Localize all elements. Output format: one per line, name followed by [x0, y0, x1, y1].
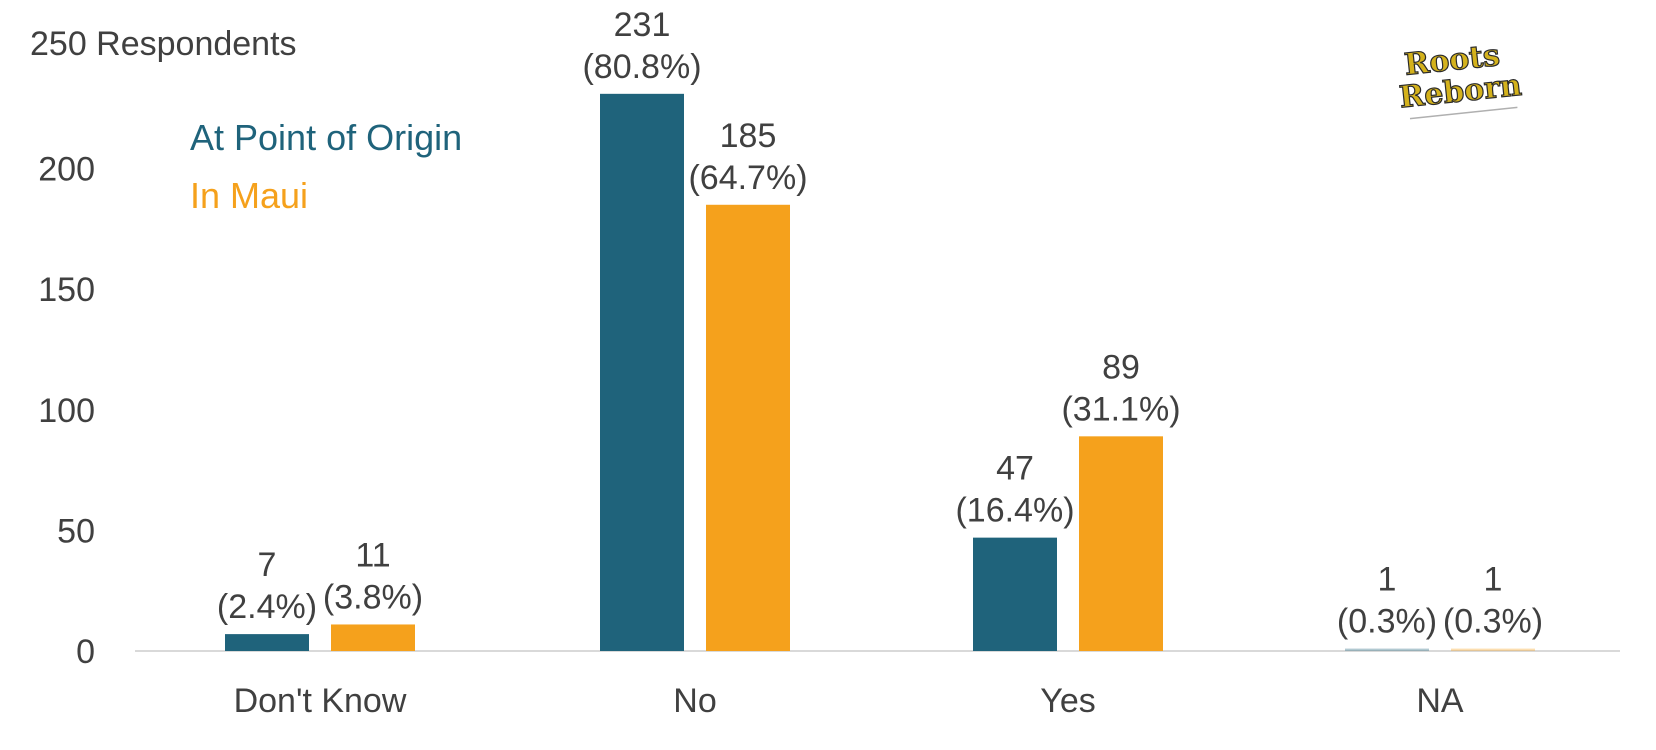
- bar-no-series-0: [600, 93, 684, 651]
- y-tick-label: 200: [38, 151, 95, 189]
- roots-reborn-logo: Roots Reborn: [1397, 37, 1524, 120]
- x-tick-label: Don't Know: [234, 682, 407, 720]
- bar-don-t-know-series-0: [225, 634, 309, 651]
- data-label-value: 7: [258, 546, 277, 584]
- y-tick-label: 50: [57, 512, 95, 550]
- data-label-value: 47: [996, 450, 1034, 488]
- legend: At Point of Origin In Maui: [190, 117, 462, 216]
- data-label-percent: (2.4%): [217, 588, 317, 626]
- bar-na-series-0: [1345, 648, 1429, 651]
- y-axis-title: 250 Respondents: [30, 25, 297, 63]
- data-label-value: 231: [614, 6, 671, 44]
- legend-entry-at-point-of-origin: At Point of Origin: [190, 117, 462, 158]
- y-tick-label: 150: [38, 271, 95, 309]
- x-tick-label: Yes: [1040, 682, 1095, 720]
- data-label-percent: (64.7%): [688, 159, 807, 197]
- bar-don-t-know-series-1: [331, 624, 415, 651]
- bar-yes-series-1: [1079, 436, 1163, 651]
- x-tick-label: NA: [1416, 682, 1464, 720]
- bar-yes-series-0: [973, 537, 1057, 651]
- x-tick-label: No: [673, 682, 716, 720]
- data-label-percent: (3.8%): [323, 578, 423, 616]
- x-axis-labels: Don't Know No Yes NA: [234, 682, 1464, 720]
- data-label-percent: (0.3%): [1443, 603, 1543, 641]
- y-tick-label: 100: [38, 392, 95, 430]
- data-label-percent: (0.3%): [1337, 603, 1437, 641]
- data-label-value: 89: [1102, 348, 1140, 386]
- data-label-value: 11: [355, 536, 390, 574]
- bar-na-series-1: [1451, 648, 1535, 651]
- y-axis-ticks: 0 50 100 150 200: [38, 151, 95, 671]
- data-label-value: 1: [1484, 561, 1503, 599]
- data-label-value: 1: [1378, 561, 1397, 599]
- data-label-percent: (80.8%): [582, 48, 701, 86]
- bars: [225, 93, 1535, 651]
- legend-entry-in-maui: In Maui: [190, 175, 308, 216]
- data-label-value: 185: [720, 117, 777, 155]
- data-label-percent: (16.4%): [955, 492, 1074, 530]
- data-labels: 7(2.4%)11(3.8%)231(80.8%)185(64.7%)47(16…: [217, 6, 1543, 641]
- bar-no-series-1: [706, 204, 790, 651]
- data-label-percent: (31.1%): [1061, 390, 1180, 428]
- y-tick-label: 0: [76, 633, 95, 671]
